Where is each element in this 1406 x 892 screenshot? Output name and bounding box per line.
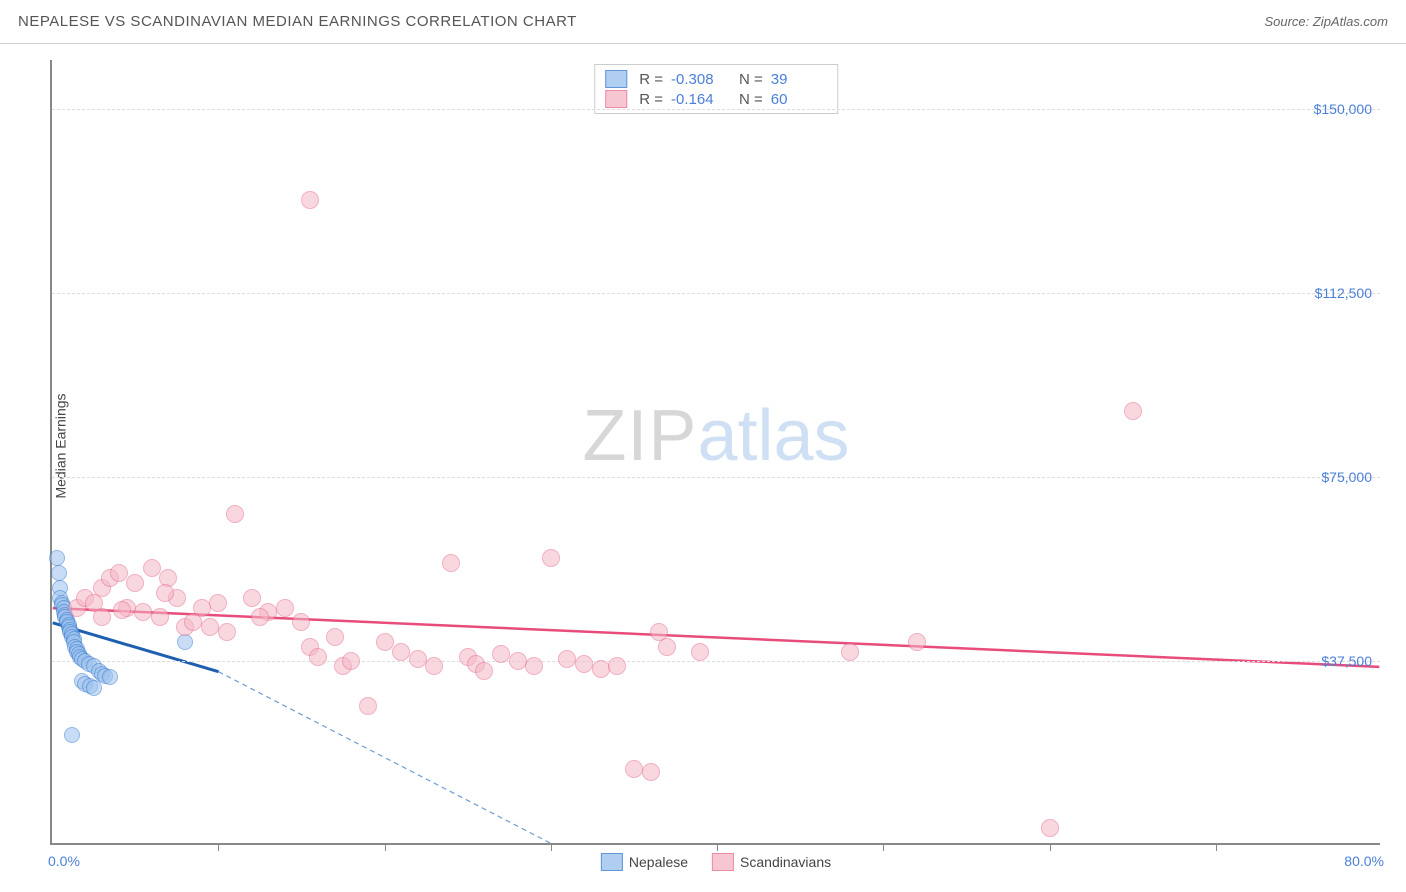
trend-lines <box>52 60 1380 843</box>
data-point <box>342 652 360 670</box>
data-point <box>542 549 560 567</box>
plot-area: ZIPatlas R = -0.308 N = 39 R = -0.164 N … <box>50 60 1380 845</box>
data-point <box>575 655 593 673</box>
data-point <box>64 727 80 743</box>
data-point <box>143 559 161 577</box>
data-point <box>841 643 859 661</box>
x-tick <box>883 843 884 851</box>
data-point <box>276 599 294 617</box>
data-point <box>86 680 102 696</box>
chart-source: Source: ZipAtlas.com <box>1264 14 1388 29</box>
data-point <box>525 657 543 675</box>
data-point <box>51 565 67 581</box>
x-tick <box>385 843 386 851</box>
watermark: ZIPatlas <box>582 395 849 477</box>
data-point <box>625 760 643 778</box>
chart-title: NEPALESE VS SCANDINAVIAN MEDIAN EARNINGS… <box>18 13 577 30</box>
data-point <box>592 660 610 678</box>
data-point <box>558 650 576 668</box>
legend-item-nepalese: Nepalese <box>601 853 688 871</box>
chart-header: NEPALESE VS SCANDINAVIAN MEDIAN EARNINGS… <box>0 0 1406 44</box>
y-tick-label: $112,500 <box>1315 285 1372 301</box>
y-tick-label: $37,500 <box>1321 653 1372 669</box>
data-point <box>110 564 128 582</box>
x-tick <box>551 843 552 851</box>
data-point <box>156 584 174 602</box>
swatch-scandinavians <box>605 90 627 108</box>
x-tick <box>1050 843 1051 851</box>
data-point <box>359 697 377 715</box>
data-point <box>509 652 527 670</box>
data-point <box>134 603 152 621</box>
data-point <box>126 574 144 592</box>
data-point <box>49 550 65 566</box>
x-tick <box>717 843 718 851</box>
data-point <box>226 505 244 523</box>
data-point <box>309 648 327 666</box>
correlation-legend: R = -0.308 N = 39 R = -0.164 N = 60 <box>594 64 838 114</box>
data-point <box>650 623 668 641</box>
y-tick-label: $75,000 <box>1321 469 1372 485</box>
data-point <box>292 613 310 631</box>
x-axis-end: 80.0% <box>1344 853 1384 869</box>
x-axis-start: 0.0% <box>48 853 80 869</box>
data-point <box>102 669 118 685</box>
data-point <box>442 554 460 572</box>
data-point <box>642 763 660 781</box>
data-point <box>93 608 111 626</box>
data-point <box>218 623 236 641</box>
data-point <box>209 594 227 612</box>
data-point <box>301 191 319 209</box>
data-point <box>1041 819 1059 837</box>
data-point <box>908 633 926 651</box>
data-point <box>201 618 219 636</box>
gridline <box>52 293 1380 294</box>
legend-item-scandinavians: Scandinavians <box>712 853 831 871</box>
data-point <box>113 601 131 619</box>
data-point <box>425 657 443 675</box>
swatch-nepalese <box>605 70 627 88</box>
data-point <box>243 589 261 607</box>
gridline <box>52 477 1380 478</box>
x-tick <box>1216 843 1217 851</box>
data-point <box>608 657 626 675</box>
legend-row-nepalese: R = -0.308 N = 39 <box>605 69 827 89</box>
data-point <box>392 643 410 661</box>
y-tick-label: $150,000 <box>1314 101 1372 117</box>
gridline <box>52 109 1380 110</box>
data-point <box>326 628 344 646</box>
data-point <box>177 634 193 650</box>
data-point <box>376 633 394 651</box>
swatch-nepalese-icon <box>601 853 623 871</box>
swatch-scandinavians-icon <box>712 853 734 871</box>
data-point <box>1124 402 1142 420</box>
series-legend: Nepalese Scandinavians <box>601 853 831 871</box>
data-point <box>151 608 169 626</box>
data-point <box>475 662 493 680</box>
data-point <box>409 650 427 668</box>
x-tick <box>218 843 219 851</box>
data-point <box>492 645 510 663</box>
data-point <box>691 643 709 661</box>
data-point <box>251 608 269 626</box>
legend-row-scandinavians: R = -0.164 N = 60 <box>605 89 827 109</box>
data-point <box>193 599 211 617</box>
gridline <box>52 661 1380 662</box>
